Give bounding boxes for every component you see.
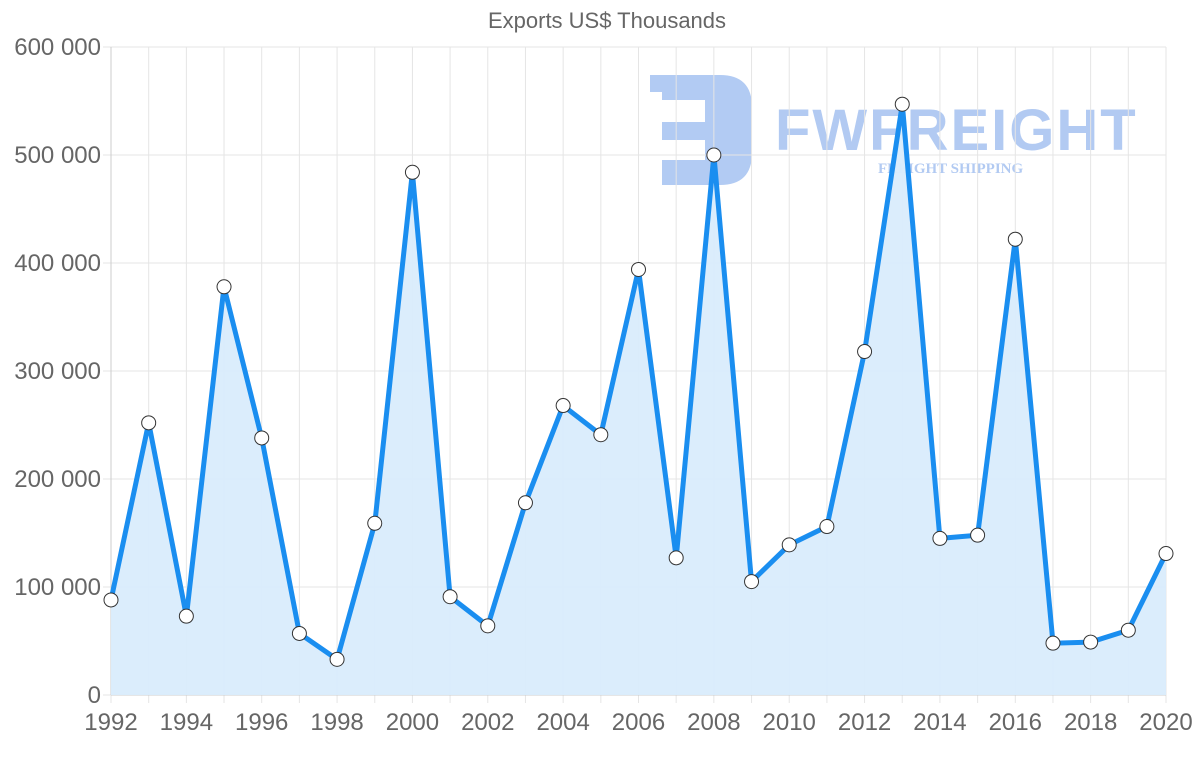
y-tick-label: 500 000 <box>14 142 101 169</box>
x-tick-label: 2010 <box>763 709 816 736</box>
x-tick-label: 1996 <box>235 709 288 736</box>
x-tick-label: 2012 <box>838 709 891 736</box>
data-point-2005[interactable] <box>593 427 609 443</box>
data-point-2003[interactable] <box>517 495 533 511</box>
x-tick-label: 2018 <box>1064 709 1117 736</box>
y-tick-label: 0 <box>88 682 101 709</box>
data-markers <box>103 96 1174 667</box>
y-tick-label: 100 000 <box>14 574 101 601</box>
y-axis-ticks: 0 100 000 200 000 300 000 400 000 500 000 600 … <box>14 34 101 709</box>
x-tick-label: 2020 <box>1139 709 1192 736</box>
data-point-2010[interactable] <box>781 537 797 553</box>
data-point-2012[interactable] <box>857 344 873 360</box>
data-point-2020[interactable] <box>1158 546 1174 562</box>
data-point-2004[interactable] <box>555 398 571 414</box>
x-tick-label: 2008 <box>687 709 740 736</box>
x-tick-label: 1992 <box>84 709 137 736</box>
x-tick-label: 1998 <box>310 709 363 736</box>
x-tick-label: 2004 <box>536 709 589 736</box>
data-point-2017[interactable] <box>1045 635 1061 651</box>
data-point-2016[interactable] <box>1007 231 1023 247</box>
data-point-2014[interactable] <box>932 530 948 546</box>
y-tick-label: 200 000 <box>14 466 101 493</box>
data-point-2009[interactable] <box>744 574 760 590</box>
data-point-2007[interactable] <box>668 550 684 566</box>
data-point-2000[interactable] <box>404 164 420 180</box>
data-point-2019[interactable] <box>1120 622 1136 638</box>
data-point-2008[interactable] <box>706 147 722 163</box>
data-point-1993[interactable] <box>141 415 157 431</box>
data-point-2011[interactable] <box>819 519 835 535</box>
data-point-2013[interactable] <box>894 96 910 112</box>
area-fill <box>111 104 1166 695</box>
x-tick-label: 2006 <box>612 709 665 736</box>
y-tick-label: 300 000 <box>14 358 101 385</box>
data-point-1999[interactable] <box>367 515 383 531</box>
data-point-1998[interactable] <box>329 651 345 667</box>
data-point-1994[interactable] <box>178 608 194 624</box>
watermark-tagline: FREIGHT SHIPPING <box>878 161 1023 177</box>
x-tick-label: 2014 <box>913 709 966 736</box>
data-point-1996[interactable] <box>254 430 270 446</box>
data-point-1992[interactable] <box>103 592 119 608</box>
x-tick-label: 1994 <box>160 709 213 736</box>
x-tick-label: 2016 <box>989 709 1042 736</box>
fwfreight-watermark: FWFREIGHT FREIGHT SHIPPING <box>650 75 1138 185</box>
x-tick-label: 2000 <box>386 709 439 736</box>
data-point-2002[interactable] <box>480 618 496 634</box>
watermark-brand: FWFREIGHT <box>775 98 1138 163</box>
data-point-1995[interactable] <box>216 279 232 295</box>
y-tick-label: 400 000 <box>14 250 101 277</box>
x-tick-label: 2002 <box>461 709 514 736</box>
data-point-2006[interactable] <box>631 261 646 277</box>
fwfreight-logo-icon <box>650 75 752 185</box>
chart-title: Exports US$ Thousands <box>487 8 727 33</box>
data-point-1997[interactable] <box>291 625 307 641</box>
x-axis-ticks: 1992 1994 1996 1998 2000 2002 2004 2006 2008 2010… <box>84 709 1192 736</box>
y-tick-label: 600 000 <box>14 34 101 61</box>
data-point-2015[interactable] <box>970 527 986 543</box>
data-point-2001[interactable] <box>442 589 458 605</box>
data-point-2018[interactable] <box>1083 634 1099 650</box>
